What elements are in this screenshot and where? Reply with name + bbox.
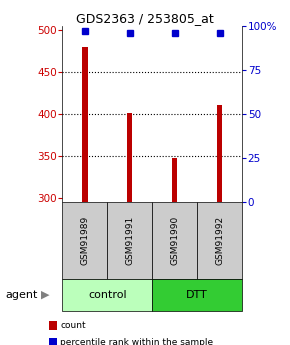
Text: GSM91990: GSM91990 xyxy=(170,216,179,265)
Text: GSM91991: GSM91991 xyxy=(125,216,134,265)
Text: DTT: DTT xyxy=(186,290,208,300)
Bar xyxy=(82,47,88,202)
Text: control: control xyxy=(88,290,127,300)
Bar xyxy=(172,158,177,202)
Text: agent: agent xyxy=(6,290,38,300)
Text: count: count xyxy=(60,321,86,330)
Text: GDS2363 / 253805_at: GDS2363 / 253805_at xyxy=(76,12,214,25)
Text: ▶: ▶ xyxy=(41,290,49,300)
Text: percentile rank within the sample: percentile rank within the sample xyxy=(60,338,213,345)
Bar xyxy=(127,113,133,202)
Bar xyxy=(217,106,222,202)
Text: GSM91989: GSM91989 xyxy=(80,216,89,265)
Text: GSM91992: GSM91992 xyxy=(215,216,224,265)
